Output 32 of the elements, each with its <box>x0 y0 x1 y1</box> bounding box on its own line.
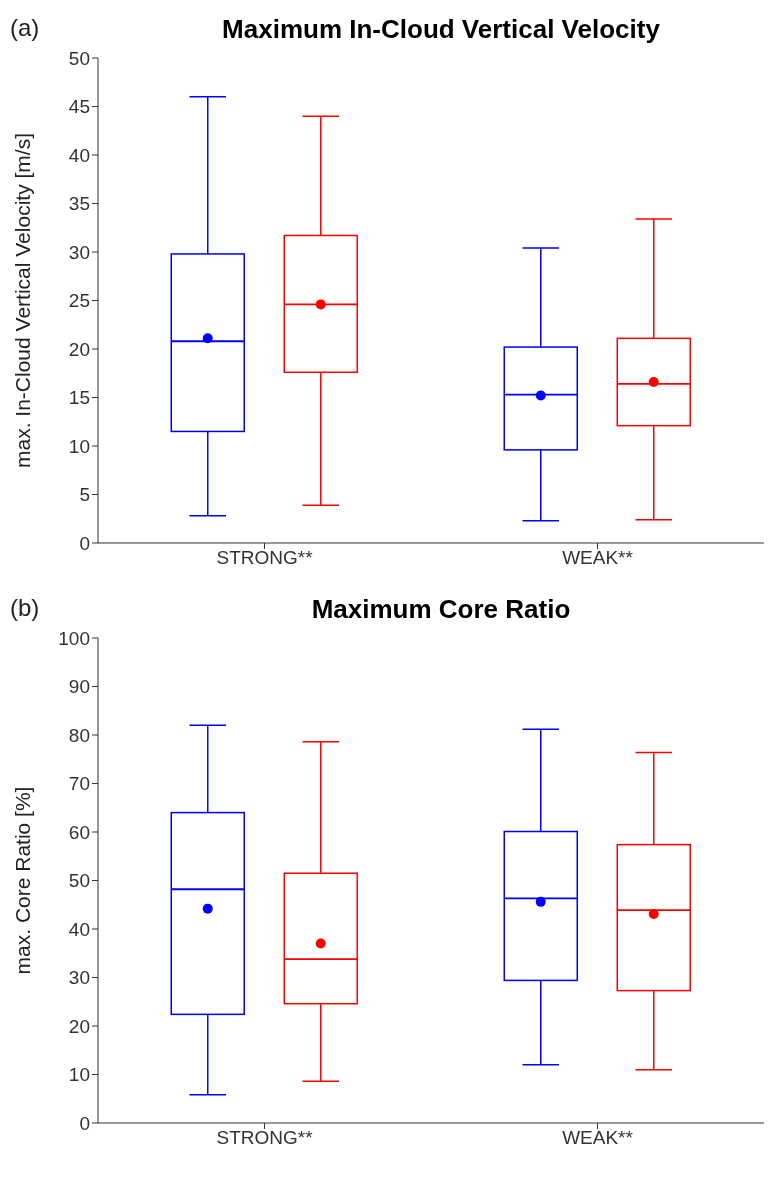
x-tick-label: WEAK** <box>562 547 634 569</box>
y-tick-label: 90 <box>68 676 90 698</box>
y-tick-label: 50 <box>68 870 90 892</box>
y-tick-label: 10 <box>68 1064 90 1086</box>
y-tick-label: 20 <box>68 338 90 360</box>
y-tick-label: 70 <box>68 773 90 795</box>
y-tick-label: 40 <box>68 144 90 166</box>
y-tick-label: 80 <box>68 724 90 746</box>
chart-title: Maximum Core Ratio <box>310 594 572 625</box>
x-tick-label: STRONG** <box>216 547 314 569</box>
y-tick-label: 30 <box>68 967 90 989</box>
y-tick-label: 20 <box>68 1015 90 1037</box>
y-tick-label: 5 <box>79 484 90 506</box>
y-tick-label: 10 <box>68 435 90 457</box>
y-tick-label: 50 <box>68 47 90 69</box>
x-tick-label: STRONG** <box>216 1127 314 1149</box>
y-tick-label: 45 <box>68 96 90 118</box>
text: (b) <box>10 594 40 622</box>
x-tick-label: WEAK** <box>562 1127 634 1149</box>
y-tick-label: 25 <box>68 290 90 312</box>
y-tick-label: 35 <box>68 193 90 215</box>
text: (a) <box>10 14 40 42</box>
y-axis-title: max. In-Cloud Vertical Velocity [m/s] <box>11 133 35 468</box>
y-tick-label: 100 <box>58 627 90 649</box>
y-tick-label: 0 <box>79 532 90 554</box>
chart-title: Maximum In-Cloud Vertical Velocity <box>221 14 661 45</box>
y-tick-label: 0 <box>79 1112 90 1134</box>
y-axis-title: max. Core Ratio [%] <box>11 786 35 975</box>
y-tick-label: 40 <box>68 918 90 940</box>
y-tick-label: 30 <box>68 241 90 263</box>
y-tick-label: 15 <box>68 387 90 409</box>
y-tick-label: 60 <box>68 821 90 843</box>
